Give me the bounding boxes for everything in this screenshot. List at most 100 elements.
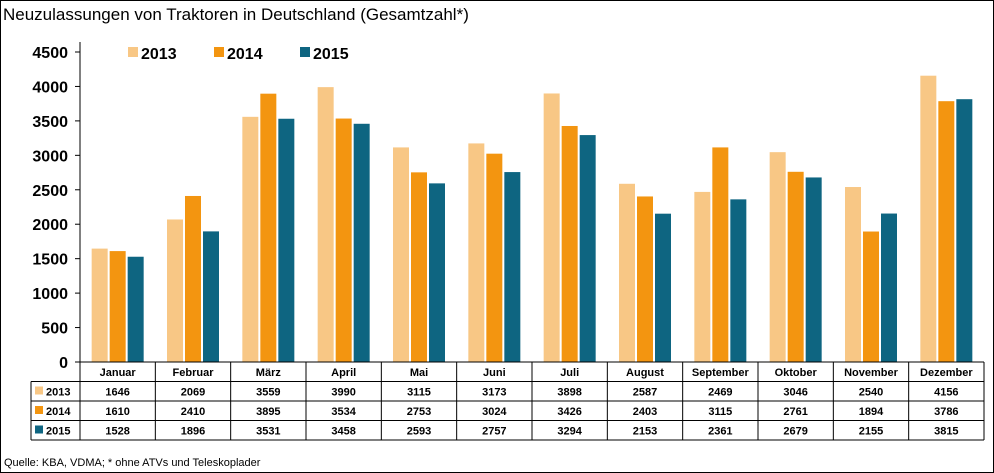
table-value: 2403 xyxy=(633,406,657,418)
bar-2015-August xyxy=(655,213,671,362)
table-series-label: 2013 xyxy=(46,387,70,399)
category-label: Mai xyxy=(410,367,428,379)
table-value: 3458 xyxy=(331,426,355,438)
bar-2014-April xyxy=(335,118,352,363)
table-value: 3898 xyxy=(557,387,581,399)
table-value: 2757 xyxy=(482,426,506,438)
category-label: März xyxy=(256,367,282,379)
y-tick-label: 4000 xyxy=(32,79,68,96)
bar-2014-Mai xyxy=(411,172,427,362)
legend-label-2014: 2014 xyxy=(227,46,263,63)
bar-2013-September xyxy=(694,191,711,362)
category-label: Januar xyxy=(100,367,137,379)
bar-2013-April xyxy=(317,87,334,362)
legend-swatch-2013 xyxy=(128,47,138,57)
table-value: 2593 xyxy=(407,426,431,438)
bars xyxy=(91,75,973,363)
chart-title: Neuzulassungen von Traktoren in Deutschl… xyxy=(3,5,469,24)
bar-2013-März xyxy=(242,116,259,362)
legend-swatch-2015 xyxy=(300,47,310,57)
table-value: 2153 xyxy=(633,426,657,438)
bar-2013-Oktober xyxy=(769,152,786,362)
y-tick-label: 2000 xyxy=(32,217,68,234)
table-value: 3559 xyxy=(256,387,280,399)
category-label: April xyxy=(331,367,356,379)
bar-2014-Januar xyxy=(109,251,126,362)
bar-2014-November xyxy=(863,231,879,362)
bar-2015-März xyxy=(278,118,295,363)
category-label: September xyxy=(692,367,750,379)
bar-2014-September xyxy=(712,147,729,362)
table-key-2014 xyxy=(35,406,43,414)
table-value: 3173 xyxy=(482,387,506,399)
category-label: Dezember xyxy=(920,367,973,379)
y-tick-label: 2500 xyxy=(32,183,68,200)
table-value: 3294 xyxy=(557,426,582,438)
source-note: Quelle: KBA, VDMA; * ohne ATVs und Teles… xyxy=(4,457,261,469)
category-label: Juni xyxy=(483,367,506,379)
table-value: 3024 xyxy=(482,406,507,418)
table-value: 2753 xyxy=(407,406,431,418)
bar-2013-Juli xyxy=(543,93,560,363)
category-label: November xyxy=(844,367,899,379)
y-tick-label: 500 xyxy=(41,321,68,338)
table-value: 3815 xyxy=(934,426,958,438)
data-table: Januar Februar März April Mai Juni Juli August S… xyxy=(30,361,985,441)
bar-2014-Juni xyxy=(486,153,503,362)
table-value: 2679 xyxy=(783,426,807,438)
y-tick-label: 1000 xyxy=(32,286,68,303)
bar-2015-Februar xyxy=(203,231,219,362)
y-tick-label: 3500 xyxy=(32,114,68,131)
bar-2015-Mai xyxy=(429,183,445,362)
bar-2013-August xyxy=(619,183,635,362)
category-label: August xyxy=(626,367,664,379)
table-value: 3895 xyxy=(256,406,280,418)
table-value: 3534 xyxy=(331,406,356,418)
legend-swatch-2014 xyxy=(214,47,224,57)
table-value: 3046 xyxy=(783,387,807,399)
y-tick-label: 0 xyxy=(59,355,68,372)
table-value: 3786 xyxy=(934,406,958,418)
table-value: 2469 xyxy=(708,387,732,399)
table-value: 2761 xyxy=(783,406,807,418)
table-value: 4156 xyxy=(934,387,958,399)
bar-2013-Mai xyxy=(393,147,409,362)
bar-2013-Juni xyxy=(468,143,485,362)
bar-2013-Februar xyxy=(167,219,183,362)
table-value: 2540 xyxy=(859,387,883,399)
table-value: 3531 xyxy=(256,426,280,438)
bar-2014-März xyxy=(260,93,277,362)
table-value: 2155 xyxy=(859,426,883,438)
bar-2014-Oktober xyxy=(787,171,804,362)
table-value: 2410 xyxy=(181,406,205,418)
category-label: Februar xyxy=(173,367,215,379)
bar-2015-Oktober xyxy=(805,177,822,362)
table-value: 1528 xyxy=(105,426,129,438)
bar-2015-Juli xyxy=(579,135,596,362)
bar-2015-November xyxy=(881,213,897,362)
bar-2015-September xyxy=(730,199,747,362)
bar-2014-Juli xyxy=(561,125,578,362)
y-tick-label: 4500 xyxy=(32,45,68,62)
bar-2015-April xyxy=(353,123,370,362)
table-value: 1896 xyxy=(181,426,205,438)
bar-2015-Januar xyxy=(127,256,144,362)
legend-label-2015: 2015 xyxy=(313,46,349,63)
table-key-2015 xyxy=(35,425,43,434)
bar-2013-November xyxy=(845,187,861,362)
table-series-label: 2015 xyxy=(46,426,70,438)
table-series-label: 2014 xyxy=(46,406,71,418)
category-label: Juli xyxy=(560,367,579,379)
bar-2013-Dezember xyxy=(920,75,937,362)
table-value: 2069 xyxy=(181,387,205,399)
bar-2015-Dezember xyxy=(956,99,973,362)
legend: 2013 2014 2015 xyxy=(128,46,349,63)
table-value: 3990 xyxy=(331,387,355,399)
table-value: 3115 xyxy=(407,387,431,399)
table-value: 3115 xyxy=(708,406,732,418)
table-value: 1610 xyxy=(105,406,129,418)
bar-2013-Januar xyxy=(91,248,108,362)
bar-2014-Dezember xyxy=(938,101,955,362)
